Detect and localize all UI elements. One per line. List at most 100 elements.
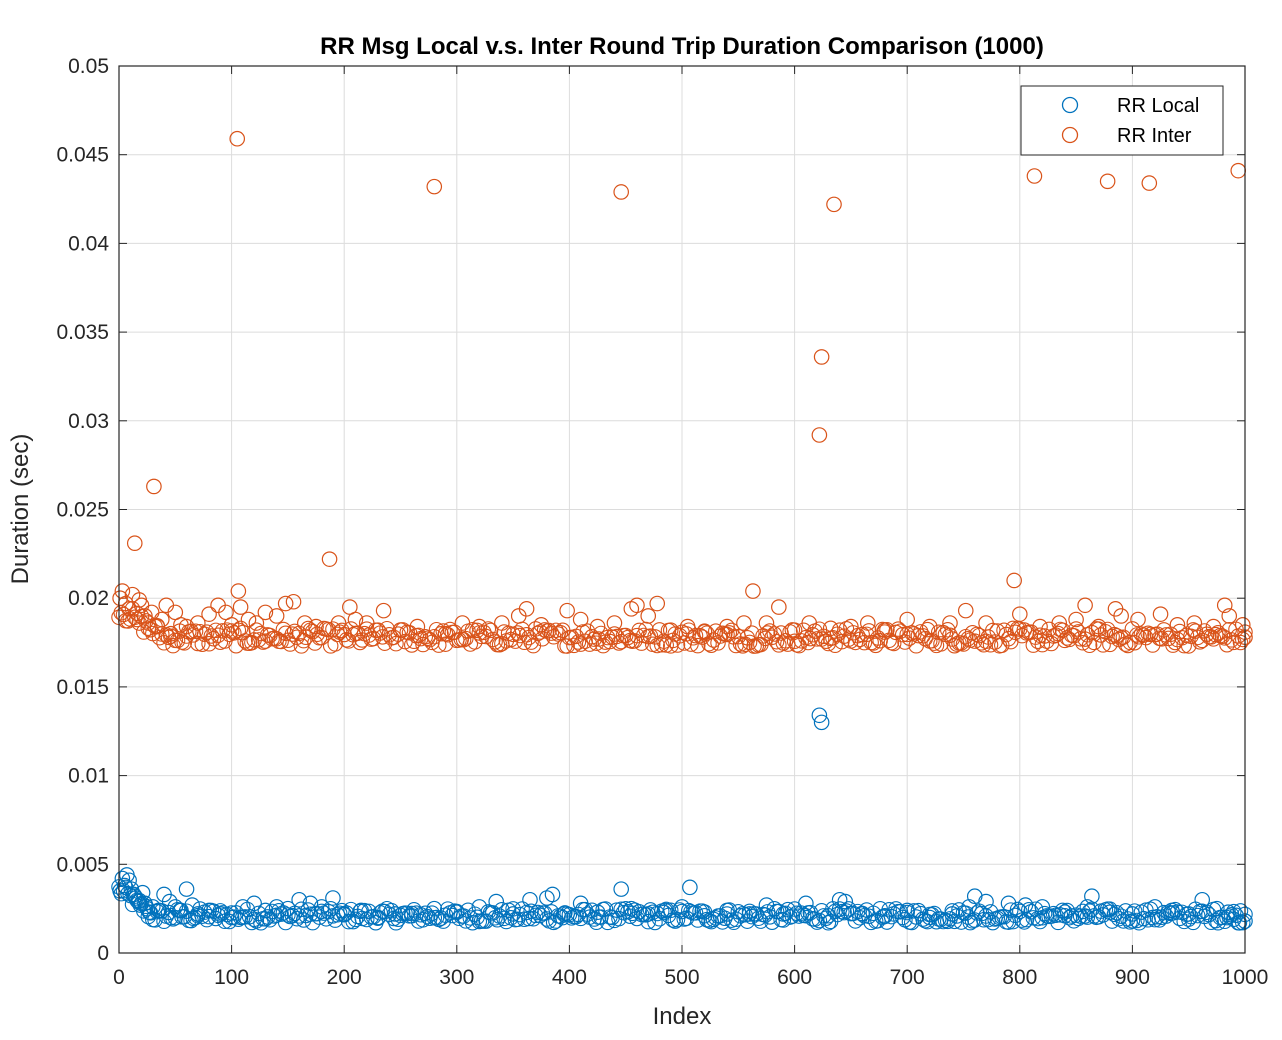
rr-inter-point bbox=[1106, 626, 1123, 643]
rr-inter-point bbox=[482, 622, 499, 639]
rr-local-point bbox=[257, 902, 274, 919]
rr-local-point bbox=[674, 899, 690, 915]
rr-inter-point bbox=[1180, 638, 1197, 654]
rr-inter-point bbox=[1104, 628, 1120, 645]
rr-inter-point bbox=[1077, 597, 1093, 614]
rr-inter-point bbox=[671, 627, 688, 644]
rr-local-point bbox=[741, 906, 758, 922]
rr-inter-point bbox=[786, 633, 803, 650]
rr-inter-point bbox=[178, 618, 195, 635]
rr-inter-point bbox=[679, 618, 696, 635]
rr-inter-point bbox=[1216, 597, 1233, 614]
rr-inter-point bbox=[1129, 627, 1145, 643]
rr-local-point bbox=[184, 897, 200, 913]
rr-inter-point bbox=[589, 618, 606, 635]
rr-inter-point bbox=[1169, 617, 1186, 633]
rr-local-point bbox=[289, 910, 305, 927]
rr-inter-point bbox=[433, 626, 449, 642]
x-tick-label: 800 bbox=[1002, 966, 1037, 989]
rr-inter-point bbox=[1141, 175, 1158, 191]
rr-local-point bbox=[719, 902, 735, 919]
rr-local-point bbox=[190, 906, 206, 922]
rr-local-point bbox=[1003, 902, 1019, 918]
x-tick-label: 600 bbox=[777, 966, 812, 989]
rr-inter-point bbox=[771, 599, 787, 615]
rr-local-point bbox=[1079, 899, 1096, 915]
rr-inter-point bbox=[822, 620, 839, 637]
rr-inter-point bbox=[1133, 626, 1150, 642]
rr-inter-point bbox=[826, 196, 842, 213]
rr-local-point bbox=[150, 902, 167, 919]
rr-inter-point bbox=[813, 349, 830, 365]
rr-inter-point bbox=[811, 427, 828, 443]
rr-local-point bbox=[246, 895, 262, 912]
rr-inter-point bbox=[1034, 636, 1051, 653]
rr-local-point bbox=[1209, 900, 1225, 917]
rr-local-point bbox=[187, 909, 204, 926]
rr-inter-point bbox=[285, 593, 302, 610]
x-tick-label: 0 bbox=[113, 966, 125, 989]
rr-inter-point bbox=[201, 635, 217, 652]
rr-inter-point bbox=[559, 602, 575, 619]
rr-inter-point bbox=[308, 618, 324, 635]
rr-inter-point bbox=[1011, 606, 1028, 622]
rr-local-point bbox=[325, 890, 341, 906]
rr-local-point bbox=[544, 886, 561, 903]
rr-local-point bbox=[1164, 902, 1180, 919]
rr-local-point bbox=[464, 914, 481, 931]
rr-inter-point bbox=[240, 611, 257, 628]
x-tick-label: 200 bbox=[327, 966, 362, 989]
rr-local-point bbox=[1194, 891, 1211, 908]
rr-inter-point bbox=[480, 621, 497, 637]
rr-inter-point bbox=[989, 623, 1006, 639]
rr-local-point bbox=[854, 906, 870, 922]
rr-local-point bbox=[523, 903, 539, 919]
legend-box bbox=[1020, 85, 1224, 156]
rr-local-point bbox=[448, 904, 465, 920]
rr-local-point bbox=[798, 895, 814, 912]
rr-inter-point bbox=[428, 621, 445, 638]
y-tick-label: 0.02 bbox=[68, 587, 109, 610]
rr-local-point bbox=[426, 900, 443, 917]
rr-local-point bbox=[444, 907, 461, 924]
rr-inter-point bbox=[921, 618, 938, 635]
rr-local-point bbox=[387, 906, 403, 922]
rr-inter-point bbox=[196, 626, 213, 643]
rr-local-point bbox=[961, 899, 977, 915]
rr-inter-point bbox=[277, 625, 294, 642]
rr-inter-point bbox=[620, 629, 636, 646]
rr-inter-point bbox=[1232, 634, 1249, 651]
rr-inter-point bbox=[176, 635, 193, 651]
rr-inter-point bbox=[469, 622, 485, 639]
rr-local-point bbox=[1102, 904, 1118, 920]
rr-local-point bbox=[1124, 913, 1141, 929]
rr-local-point bbox=[212, 906, 229, 922]
rr-inter-point bbox=[114, 583, 131, 599]
y-axis-label: Duration (sec) bbox=[7, 434, 34, 585]
rr-inter-point bbox=[575, 624, 591, 640]
rr-local-point bbox=[280, 900, 296, 917]
rr-inter-point bbox=[899, 611, 915, 628]
rr-local-point bbox=[813, 714, 830, 731]
rr-local-point bbox=[178, 881, 195, 897]
rr-inter-point bbox=[162, 625, 179, 642]
rr-local-point bbox=[1036, 905, 1053, 922]
rr-inter-point bbox=[533, 617, 550, 633]
rr-local-point bbox=[496, 910, 512, 927]
rr-local-point bbox=[775, 906, 792, 922]
x-tick-label: 900 bbox=[1115, 966, 1150, 989]
rr-local-point bbox=[489, 911, 506, 928]
rr-inter-point bbox=[662, 622, 679, 638]
rr-inter-point bbox=[487, 634, 503, 650]
rr-inter-point bbox=[187, 623, 204, 639]
rr-inter-point bbox=[437, 625, 454, 642]
rr-inter-point bbox=[277, 595, 294, 612]
rr-local-point bbox=[775, 912, 792, 928]
rr-inter-point bbox=[431, 637, 447, 653]
x-axis-label: Index bbox=[653, 1003, 712, 1030]
chart-title: RR Msg Local v.s. Inter Round Trip Durat… bbox=[320, 33, 1044, 60]
y-tick-label: 0 bbox=[97, 942, 109, 965]
y-tick-label: 0.045 bbox=[56, 144, 109, 167]
rr-inter-point bbox=[876, 622, 893, 638]
rr-inter-point bbox=[1234, 617, 1251, 633]
